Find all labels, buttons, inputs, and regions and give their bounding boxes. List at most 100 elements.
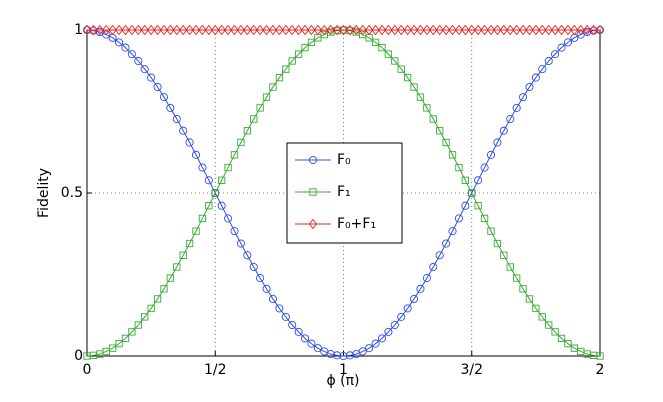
- marker: [532, 304, 540, 313]
- marker: [121, 334, 130, 343]
- marker: [243, 127, 251, 135]
- marker: [268, 24, 278, 36]
- marker: [179, 24, 188, 36]
- marker: [468, 189, 476, 197]
- marker: [512, 274, 521, 282]
- marker: [519, 285, 527, 293]
- marker: [256, 104, 264, 112]
- marker: [301, 43, 309, 52]
- marker: [563, 24, 573, 36]
- marker: [300, 334, 310, 343]
- marker: [159, 24, 169, 36]
- marker: [179, 126, 188, 135]
- marker: [198, 24, 207, 36]
- marker: [551, 24, 560, 36]
- marker: [256, 24, 265, 36]
- marker: [461, 176, 469, 184]
- marker: [371, 339, 380, 348]
- marker: [153, 295, 162, 303]
- marker: [538, 24, 547, 36]
- marker: [563, 38, 572, 47]
- marker: [198, 214, 207, 223]
- marker: [230, 151, 239, 159]
- marker: [153, 83, 162, 92]
- marker: [153, 24, 162, 36]
- marker: [224, 24, 233, 36]
- marker: [191, 24, 201, 36]
- marker: [159, 93, 168, 102]
- marker: [275, 304, 284, 313]
- marker: [185, 138, 194, 147]
- marker: [377, 334, 387, 343]
- marker: [294, 50, 303, 58]
- marker: [140, 65, 149, 74]
- marker: [455, 163, 463, 172]
- marker: [237, 138, 245, 147]
- marker: [474, 176, 483, 185]
- marker: [480, 214, 489, 223]
- marker: [358, 24, 367, 36]
- marker: [243, 24, 252, 36]
- marker: [281, 312, 290, 321]
- y-tick-label: 0: [74, 348, 83, 364]
- marker: [128, 328, 136, 336]
- marker: [147, 73, 156, 82]
- marker: [166, 24, 175, 36]
- y-tick-label: 0.5: [61, 185, 83, 201]
- marker: [596, 352, 604, 360]
- marker: [224, 163, 232, 172]
- marker: [166, 274, 175, 282]
- marker: [436, 127, 444, 135]
- marker: [365, 344, 374, 353]
- marker: [230, 24, 239, 36]
- marker: [589, 24, 598, 36]
- marker: [416, 24, 425, 36]
- marker: [185, 24, 194, 36]
- marker: [390, 24, 399, 36]
- marker: [378, 43, 386, 52]
- marker: [403, 304, 412, 313]
- marker: [308, 218, 318, 230]
- marker: [519, 93, 528, 102]
- marker: [339, 24, 348, 36]
- marker: [390, 320, 399, 330]
- marker: [134, 321, 142, 329]
- marker: [326, 349, 335, 359]
- marker: [127, 50, 136, 59]
- marker: [545, 321, 553, 329]
- marker: [211, 24, 220, 36]
- marker: [191, 150, 201, 159]
- marker: [230, 227, 239, 236]
- marker: [480, 163, 489, 172]
- marker: [493, 138, 502, 147]
- marker: [377, 24, 387, 36]
- x-tick-label: 1/2: [204, 362, 227, 378]
- marker: [544, 24, 553, 36]
- marker: [249, 262, 258, 272]
- marker: [564, 339, 572, 348]
- marker: [294, 24, 303, 36]
- marker: [281, 24, 290, 36]
- marker: [410, 83, 418, 91]
- marker: [493, 24, 502, 36]
- marker: [595, 24, 605, 36]
- marker: [211, 189, 219, 197]
- marker: [269, 83, 277, 91]
- marker: [115, 38, 124, 47]
- marker: [442, 239, 451, 248]
- marker: [320, 24, 329, 36]
- marker: [262, 93, 271, 101]
- marker: [493, 239, 502, 248]
- marker: [371, 24, 380, 36]
- marker: [474, 202, 482, 210]
- marker: [583, 27, 592, 37]
- marker: [538, 313, 546, 321]
- marker: [275, 73, 284, 82]
- marker: [300, 24, 310, 36]
- marker: [147, 304, 155, 313]
- marker: [442, 138, 450, 147]
- x-tick-label: 1: [339, 362, 348, 378]
- marker: [538, 65, 547, 74]
- marker: [384, 24, 393, 36]
